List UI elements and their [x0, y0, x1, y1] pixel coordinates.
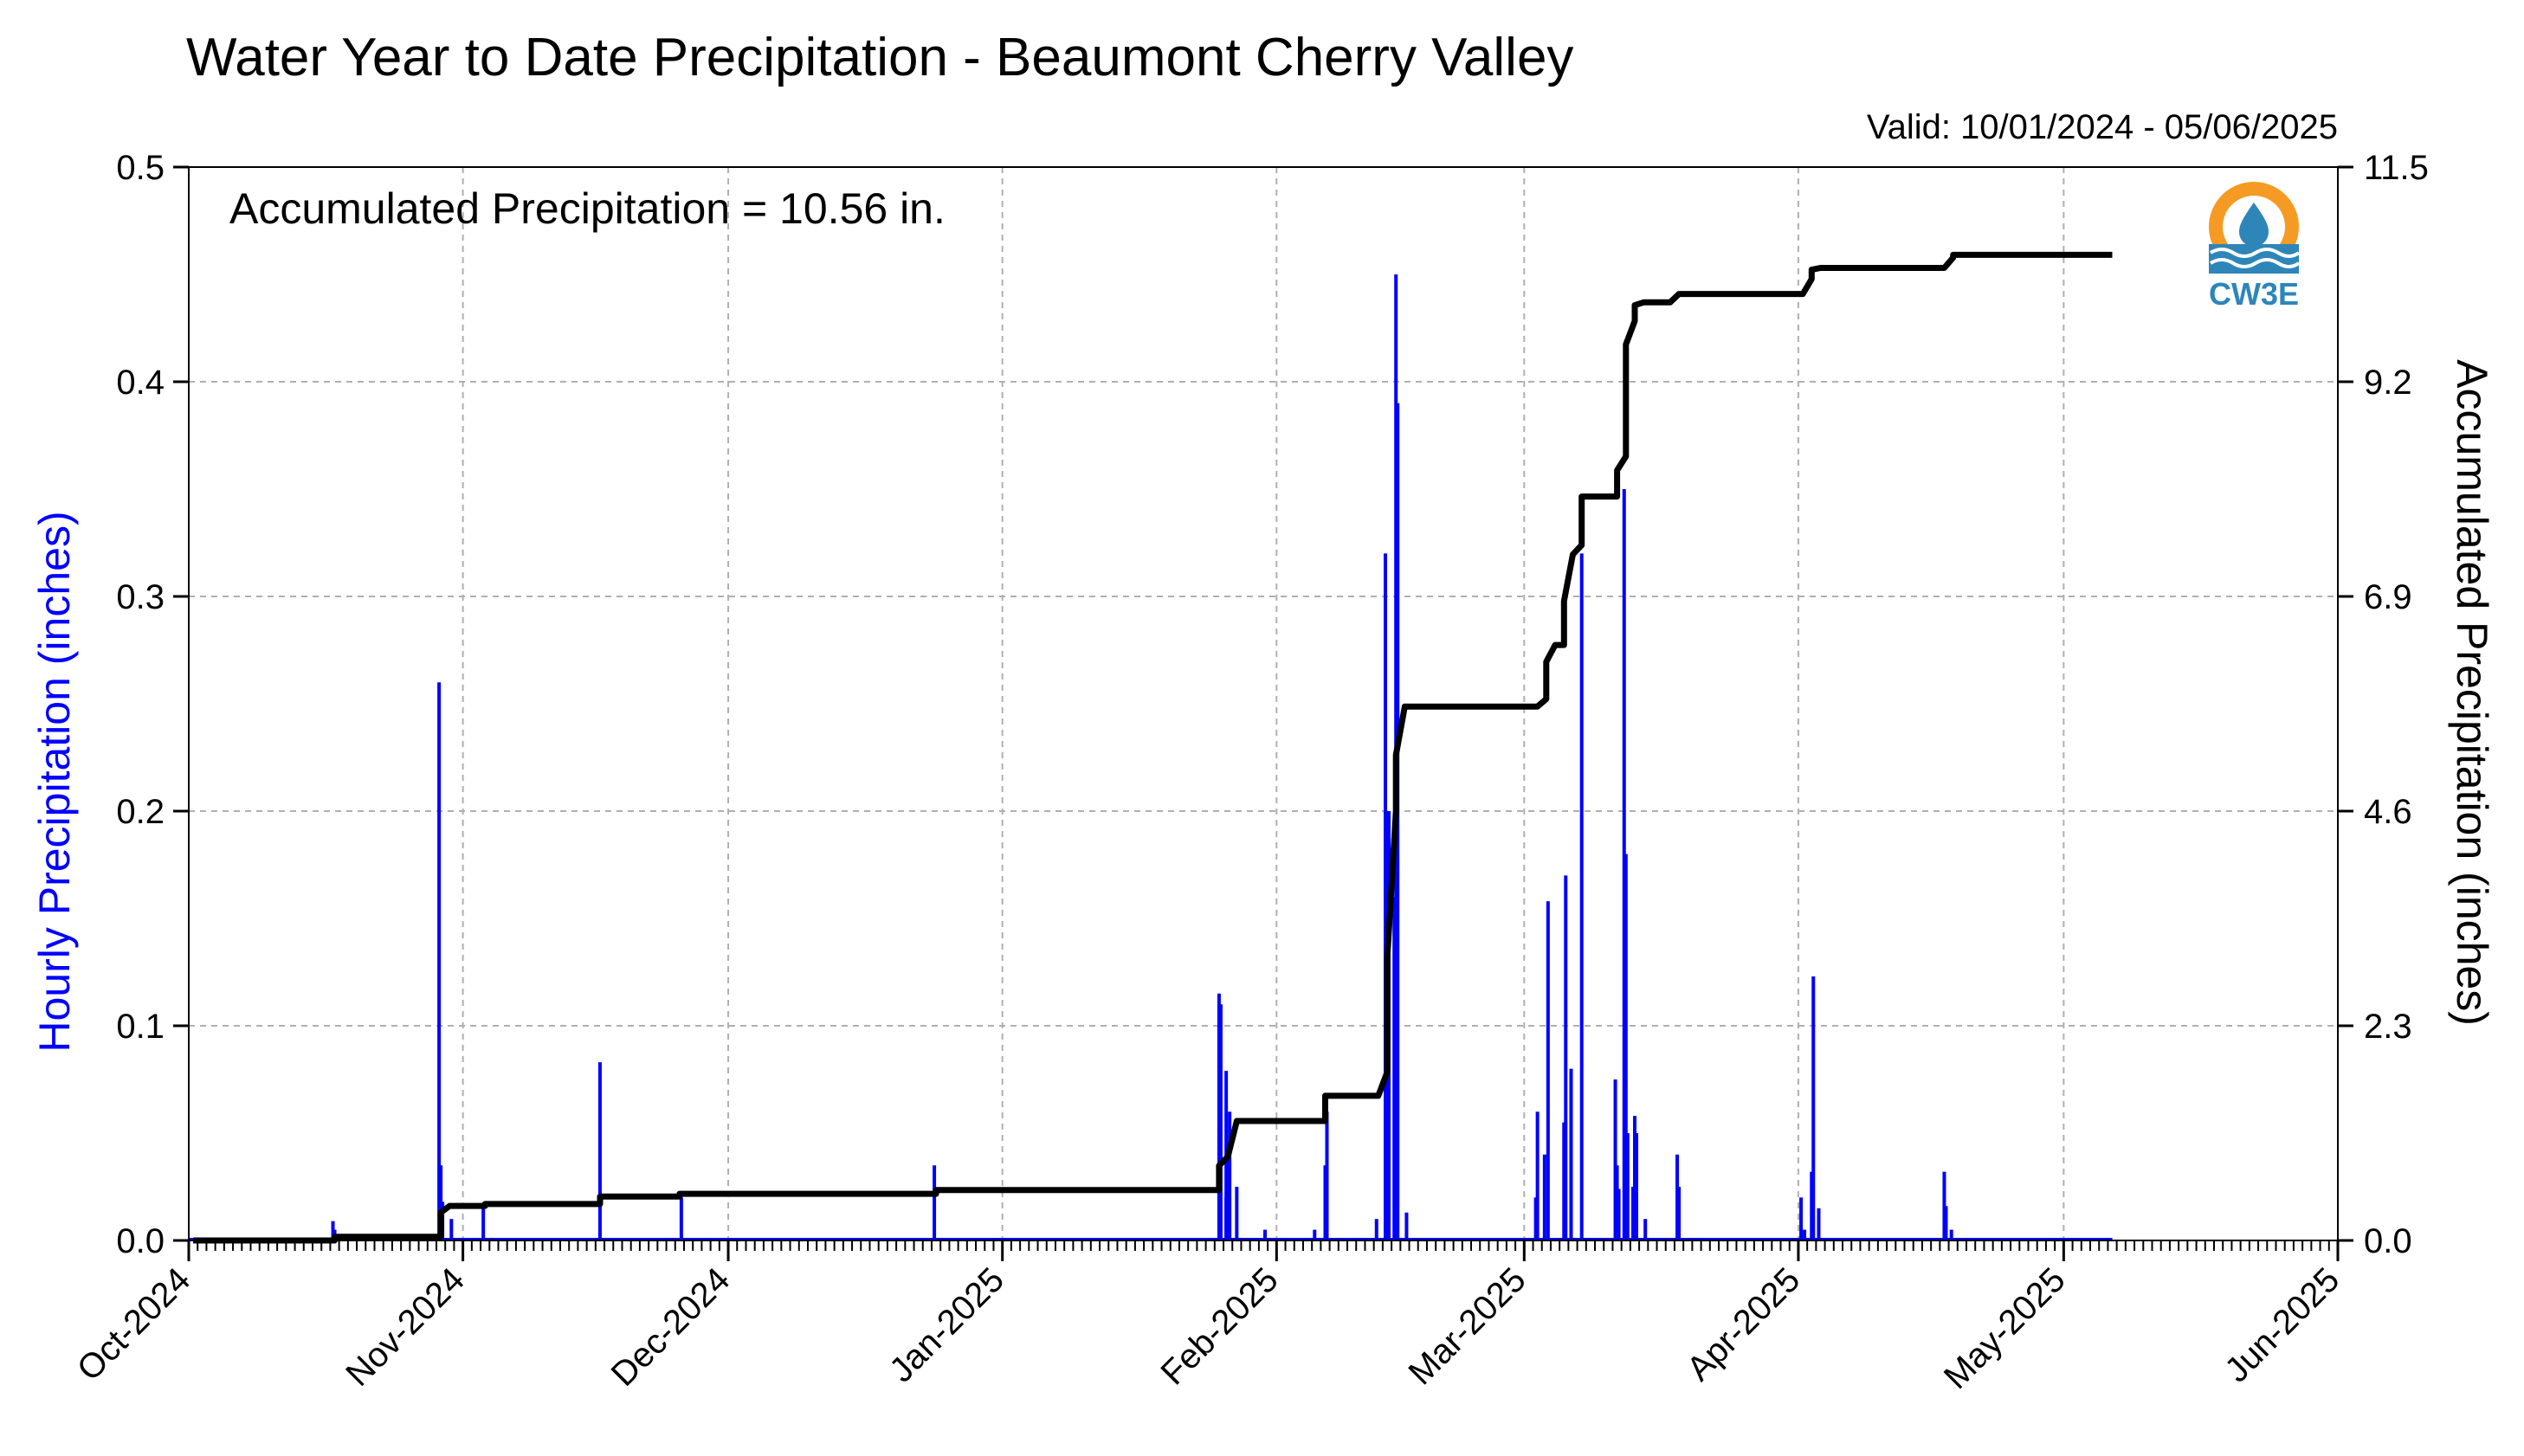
- accumulated-precip-line: [193, 251, 2113, 1244]
- x-tick-label: Mar-2025: [1402, 1260, 1533, 1392]
- y-axis-left: 0.0 0.1 0.2 0.3 0.4 0.5: [116, 149, 189, 1260]
- cw3e-logo: CW3E: [2209, 182, 2301, 312]
- y-left-tick-label: 0.0: [116, 1222, 165, 1260]
- x-tick-label: Jun-2025: [2217, 1260, 2346, 1389]
- y-left-tick-label: 0.5: [116, 149, 165, 187]
- y-axis-left-label: Hourly Precipitation (inches): [30, 511, 79, 1052]
- logo-text: CW3E: [2209, 276, 2299, 312]
- y-axis-right-label: Accumulated Precipitation (inches): [2448, 359, 2496, 1026]
- x-axis: Oct-2024 Nov-2024 Dec-2024 Jan-2025 Feb-2025…: [70, 1240, 2346, 1396]
- y-right-tick-label: 0.0: [2364, 1222, 2412, 1260]
- y-right-tick-label: 4.6: [2364, 793, 2412, 831]
- x-tick-label: Jan-2025: [882, 1260, 1011, 1389]
- y-left-tick-label: 0.3: [116, 578, 165, 616]
- x-tick-label: Oct-2024: [70, 1260, 197, 1388]
- accumulated-precipitation-line-group: [193, 251, 2113, 1244]
- chart-title: Water Year to Date Precipitation - Beaum…: [186, 28, 1573, 87]
- x-tick-label: Apr-2025: [1680, 1260, 1807, 1388]
- logo-drop-icon: [2239, 203, 2269, 247]
- y-left-tick-label: 0.4: [116, 364, 165, 402]
- y-right-tick-label: 6.9: [2364, 578, 2412, 616]
- y-left-tick-label: 0.1: [116, 1008, 165, 1046]
- x-tick-label: Dec-2024: [604, 1260, 738, 1394]
- y-left-tick-label: 0.2: [116, 793, 165, 831]
- accumulated-total-annotation: Accumulated Precipitation = 10.56 in.: [229, 184, 946, 233]
- y-right-tick-label: 2.3: [2364, 1008, 2412, 1046]
- x-tick-label: May-2025: [1937, 1260, 2073, 1396]
- grid: [189, 167, 2338, 1240]
- y-right-tick-label: 11.5: [2364, 149, 2429, 187]
- valid-range-text: Valid: 10/01/2024 - 05/06/2025: [1867, 108, 2338, 146]
- hourly-precipitation-bars: [189, 274, 2113, 1240]
- plot-frame: [188, 166, 2339, 1241]
- y-axis-right: 0.0 2.3 4.6 6.9 9.2 11.5: [2338, 149, 2429, 1260]
- x-tick-label: Nov-2024: [339, 1260, 472, 1394]
- y-right-tick-label: 9.2: [2364, 364, 2412, 402]
- x-tick-label: Feb-2025: [1153, 1260, 1285, 1392]
